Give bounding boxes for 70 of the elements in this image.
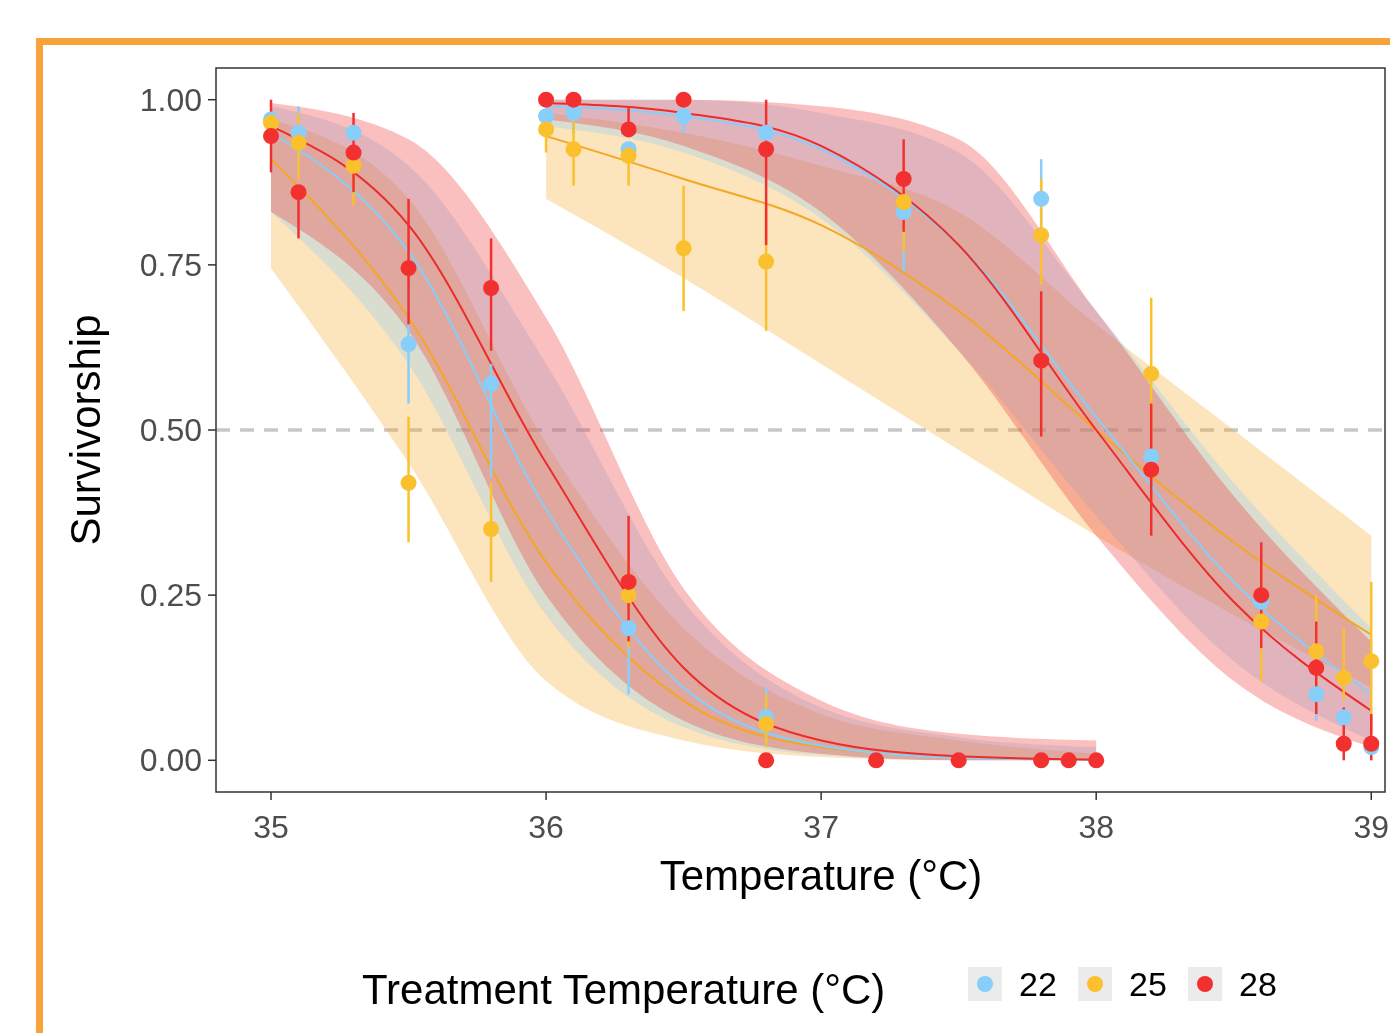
point <box>1363 653 1380 670</box>
point <box>1308 686 1325 703</box>
y-axis-title: Survivorship <box>62 314 109 546</box>
point <box>345 124 362 141</box>
point <box>620 620 637 637</box>
legend-title: Treatment Temperature (°C) <box>362 966 886 1013</box>
point <box>1335 669 1352 686</box>
y-tick-label: 0.75 <box>139 246 202 283</box>
point <box>1308 659 1325 676</box>
point <box>400 336 417 353</box>
point <box>1363 735 1380 752</box>
point <box>1335 709 1352 726</box>
x-tick-label: 37 <box>803 809 839 845</box>
x-tick-label: 39 <box>1353 809 1390 845</box>
y-tick-label: 1.00 <box>139 81 202 118</box>
point <box>675 240 692 257</box>
point <box>758 124 775 141</box>
point <box>400 260 417 277</box>
point <box>1033 190 1050 207</box>
point <box>483 279 500 296</box>
point <box>290 184 307 201</box>
point <box>950 752 967 769</box>
point <box>1308 643 1325 660</box>
point <box>758 141 775 158</box>
point <box>620 573 637 590</box>
point <box>483 521 500 538</box>
point <box>1143 461 1160 478</box>
point <box>675 91 692 108</box>
point <box>1033 752 1050 769</box>
y-tick-label: 0.25 <box>139 577 202 614</box>
point <box>538 91 555 108</box>
point <box>895 194 912 211</box>
point <box>565 91 582 108</box>
point <box>620 147 637 164</box>
point <box>758 752 775 769</box>
point <box>400 474 417 491</box>
point <box>758 715 775 732</box>
point <box>1033 352 1050 369</box>
x-tick-label: 35 <box>253 809 289 845</box>
y-tick-label: 0.50 <box>139 412 202 448</box>
x-axis-title: Temperature (°C) <box>659 852 983 899</box>
legend-label: 22 <box>1019 965 1057 1003</box>
point <box>1253 587 1270 604</box>
point <box>1335 735 1352 752</box>
point <box>620 121 637 138</box>
point <box>538 108 555 125</box>
point <box>1088 752 1105 769</box>
point <box>1253 613 1270 630</box>
legend-label: 25 <box>1129 965 1167 1003</box>
point <box>483 375 500 392</box>
point <box>620 587 637 604</box>
y-tick-label: 0.00 <box>139 742 202 779</box>
point <box>868 752 885 769</box>
x-tick-label: 38 <box>1078 809 1114 845</box>
point <box>1143 448 1160 465</box>
point <box>1060 752 1077 769</box>
legend-label: 28 <box>1239 965 1277 1003</box>
point <box>565 104 582 121</box>
point <box>565 141 582 158</box>
point <box>1143 365 1160 382</box>
point <box>290 134 307 151</box>
point <box>895 170 912 187</box>
point <box>345 144 362 161</box>
point <box>758 253 775 270</box>
point <box>675 108 692 125</box>
point <box>1033 227 1050 244</box>
point <box>345 157 362 174</box>
x-tick-label: 36 <box>528 809 564 845</box>
point <box>538 121 555 138</box>
point <box>263 128 280 145</box>
